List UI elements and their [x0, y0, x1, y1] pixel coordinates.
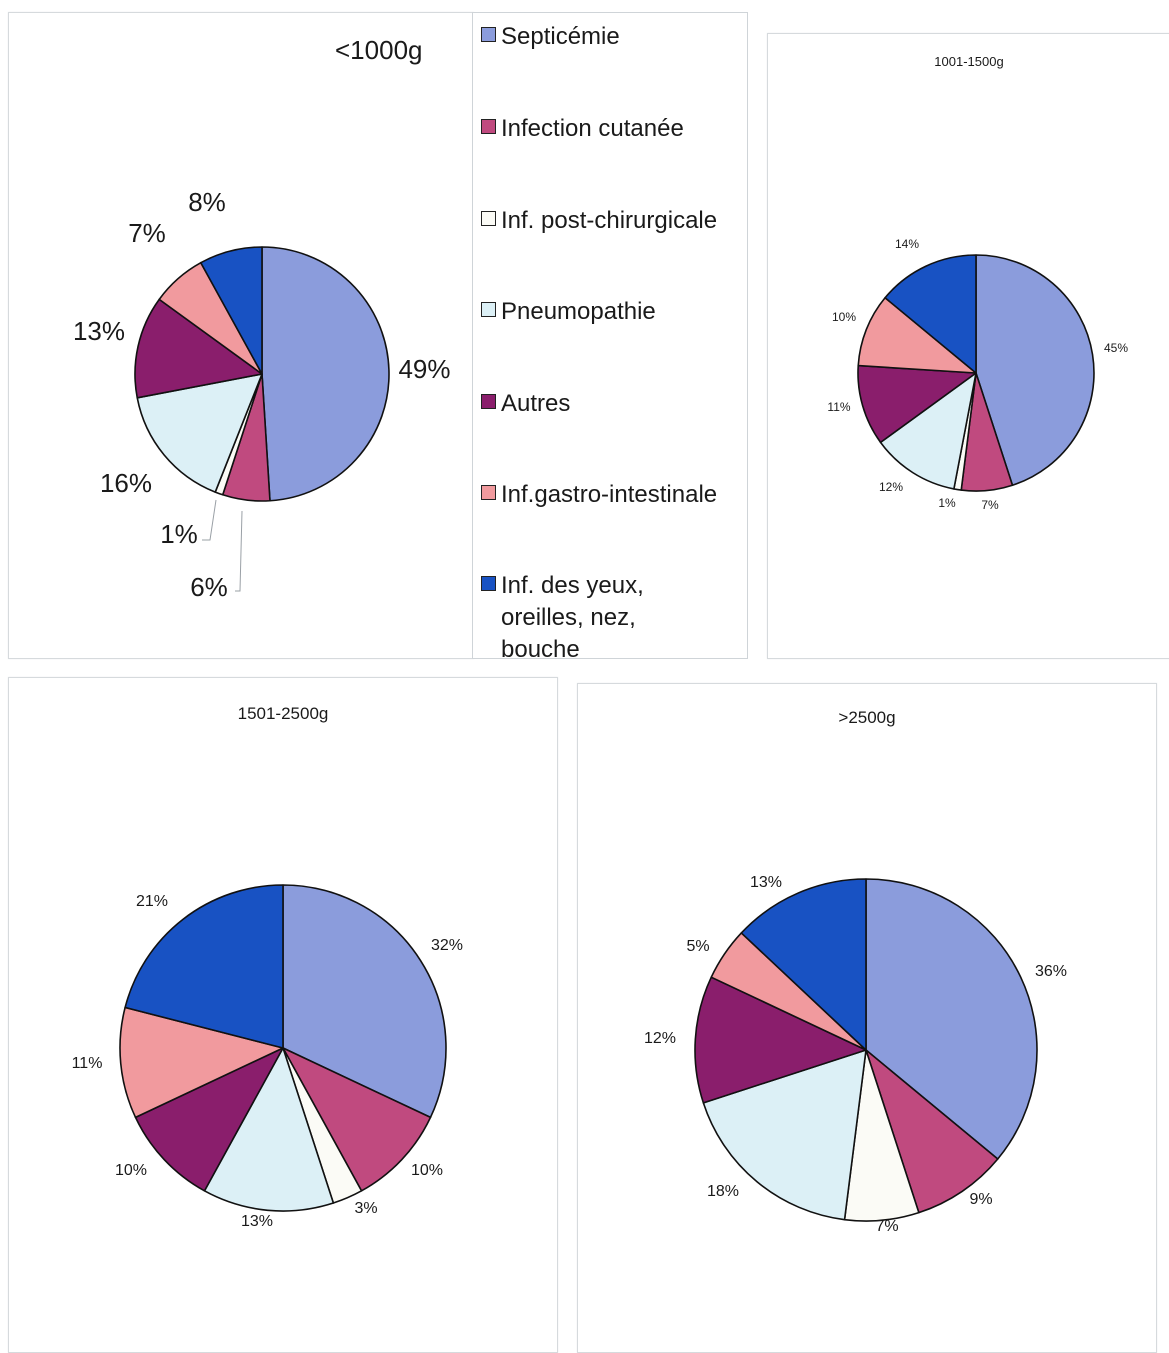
legend-swatch: [481, 485, 496, 500]
leader-line: [202, 499, 217, 541]
pie-slice: [879, 372, 977, 490]
legend-label: Autres: [501, 390, 571, 417]
pie-slice: [857, 364, 977, 444]
legend-item-post-chirurgicale: Inf. post-chirurgicale: [481, 205, 717, 237]
legend-item-autres: Autres: [481, 388, 570, 420]
legend-item-gastro-intestinale: Inf.gastro-intestinale: [481, 479, 717, 511]
legend-swatch: [481, 302, 496, 317]
data-label: 5%: [686, 938, 709, 955]
data-label: 36%: [1035, 963, 1067, 980]
chart-title: 1501-2500g: [237, 704, 329, 723]
data-label: 1%: [938, 496, 956, 510]
pie-slice: [282, 1047, 432, 1192]
pie-chart-1001-1500g: 45% 7% 1% 12% 11% 10% 14%: [827, 237, 1128, 512]
legend-swatch: [481, 119, 496, 134]
chart-title: 1001-1500g: [934, 54, 1004, 69]
chart-title: >2500g: [838, 708, 896, 727]
pie-slice: [119, 1006, 284, 1119]
pie-slice: [261, 246, 390, 502]
data-label: 13%: [241, 1213, 273, 1230]
data-label: 11%: [827, 400, 850, 414]
pie-slice: [975, 254, 1095, 487]
data-label: 1%: [160, 519, 198, 549]
pie-slice: [134, 298, 263, 399]
pie-slice: [134, 1047, 284, 1192]
data-label: 7%: [128, 218, 166, 248]
pie-slice: [865, 878, 1038, 1160]
legend-label: Inf. post-chirurgicale: [501, 207, 718, 234]
pie-chart-1501-2500g: 32% 10% 3% 13% 10% 11% 21%: [72, 884, 463, 1230]
data-label: 18%: [707, 1183, 739, 1200]
pie-slice: [203, 1047, 335, 1212]
chart-panel-1001-1500g: 1001-1500g 45% 7% 1% 12% 11% 10% 14%: [767, 33, 1169, 659]
data-label: 49%: [398, 354, 450, 384]
data-label: 6%: [190, 572, 228, 602]
data-label: 7%: [875, 1218, 898, 1235]
pie-slice: [857, 296, 977, 374]
legend-swatch: [481, 576, 496, 591]
pie-slice: [702, 1049, 867, 1221]
data-label: 13%: [750, 874, 782, 891]
data-label: 12%: [644, 1030, 676, 1047]
legend-item-yeux-oreilles: Inf. des yeux, oreilles, nez, bouche: [481, 570, 691, 659]
data-label: 14%: [895, 237, 919, 251]
data-label: 10%: [832, 310, 856, 324]
data-label: 13%: [73, 316, 125, 346]
legend-swatch: [481, 211, 496, 226]
data-label: 32%: [431, 937, 463, 954]
data-label: 11%: [72, 1055, 103, 1072]
data-label: 3%: [354, 1200, 377, 1217]
legend-label: Inf.gastro-intestinale: [501, 481, 718, 508]
chart-panel-under-1000g: <1000g 49% 6% 1% 16% 13% 7% 8%: [8, 12, 474, 659]
pie-slice: [200, 246, 263, 375]
legend-swatch: [481, 27, 496, 42]
chart-panel-over-2500g: >2500g 36% 9% 7% 18% 12% 5% 13%: [577, 683, 1157, 1353]
data-label: 10%: [115, 1162, 147, 1179]
data-label: 7%: [981, 498, 999, 512]
data-label: 10%: [411, 1162, 443, 1179]
chart-title: <1000g: [335, 35, 423, 65]
legend-swatch: [481, 394, 496, 409]
legend-label: Infection cutanée: [501, 115, 684, 142]
chart-panel-1501-2500g: 1501-2500g 32% 10% 3% 13% 10% 11% 21%: [8, 677, 558, 1353]
data-label: 9%: [969, 1191, 992, 1208]
legend-item-pneumopathie: Pneumopathie: [481, 296, 656, 328]
pie-chart-over-2500g: 36% 9% 7% 18% 12% 5% 13%: [644, 874, 1067, 1235]
pie-slice: [282, 884, 447, 1119]
data-label: 45%: [1104, 341, 1128, 355]
pie-chart-under-1000g: 49% 6% 1% 16% 13% 7% 8%: [73, 187, 451, 602]
legend-item-septicemie: Septicémie: [481, 21, 620, 53]
legend-label: Pneumopathie: [501, 298, 656, 325]
pie-slice: [740, 878, 867, 1051]
data-label: 8%: [188, 187, 226, 217]
pie-slice: [865, 1049, 999, 1214]
data-label: 21%: [136, 893, 168, 910]
legend-label: Inf. des yeux, oreilles, nez, bouche: [501, 572, 644, 659]
pie-slice: [124, 884, 284, 1049]
data-label: 12%: [879, 480, 903, 494]
leader-line: [235, 510, 243, 592]
pie-slice: [884, 254, 977, 374]
legend: Septicémie Infection cutanée Inf. post-c…: [472, 12, 748, 659]
legend-item-infection-cutanee: Infection cutanée: [481, 113, 684, 145]
pie-slice: [136, 373, 263, 493]
legend-label: Septicémie: [501, 23, 620, 50]
data-label: 16%: [100, 468, 152, 498]
pie-slice: [694, 976, 867, 1104]
